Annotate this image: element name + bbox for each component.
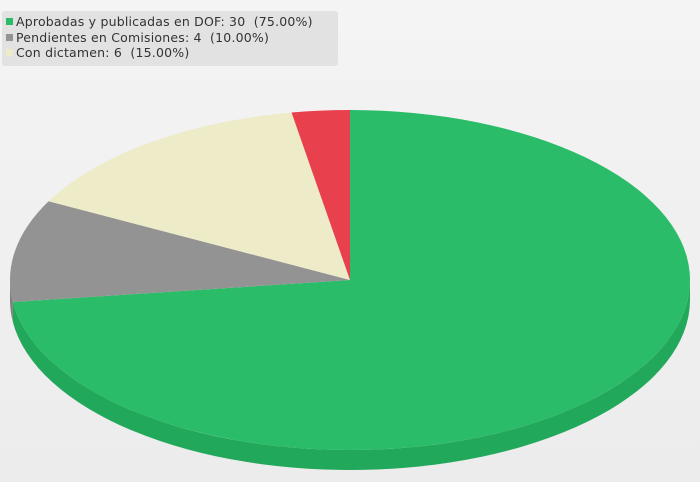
pie-slices — [9, 110, 691, 450]
legend-label-con-dictamen: Con dictamen: 6 (15.00%) — [16, 45, 190, 61]
legend-item-con-dictamen[interactable]: Con dictamen: 6 (15.00%) — [6, 45, 338, 61]
legend-swatch-pendientes — [6, 33, 13, 41]
pie-slice-con-dictamen[interactable] — [48, 112, 350, 280]
pie-sides — [10, 280, 690, 471]
legend-swatch-aprobadas — [6, 18, 13, 26]
legend-item-pendientes[interactable]: Pendientes en Comisiones: 4 (10.00%) — [6, 30, 338, 46]
pie-slice-pendientes[interactable] — [9, 201, 350, 302]
legend-item-aprobadas[interactable]: Aprobadas y publicadas en DOF: 30 (75.00… — [6, 14, 338, 30]
legend-swatch-con-dictamen — [6, 49, 13, 57]
pie-side-pendientes — [10, 280, 13, 322]
chart-legend: Aprobadas y publicadas en DOF: 30 (75.00… — [2, 11, 338, 66]
pie-slice-extra[interactable] — [291, 110, 350, 280]
legend-label-aprobadas: Aprobadas y publicadas en DOF: 30 (75.00… — [16, 14, 313, 30]
pie-slice-aprobadas[interactable] — [12, 110, 691, 450]
legend-label-pendientes: Pendientes en Comisiones: 4 (10.00%) — [16, 29, 270, 45]
